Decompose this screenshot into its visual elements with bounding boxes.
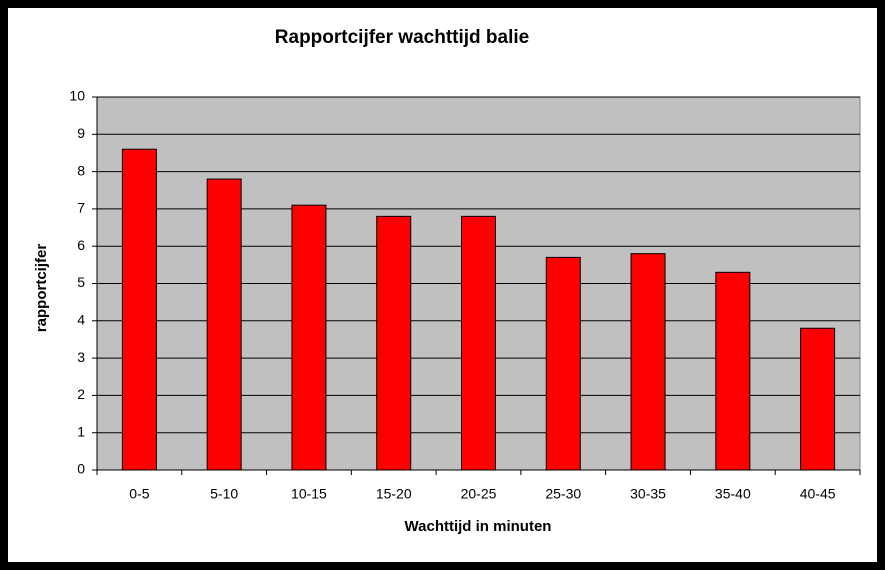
bar — [291, 204, 327, 471]
x-tick-label: 20-25 — [461, 486, 497, 502]
bar — [206, 178, 242, 471]
x-tick-label: 5-10 — [210, 486, 238, 502]
x-tick-label: 0-5 — [129, 486, 149, 502]
bar — [800, 327, 836, 471]
x-tick-label: 10-15 — [291, 486, 327, 502]
y-axis-title: rapportcijfer — [33, 244, 50, 333]
x-tick-label: 30-35 — [630, 486, 666, 502]
bar — [545, 256, 581, 471]
y-tick-label: 3 — [77, 349, 85, 365]
bar — [121, 148, 157, 471]
x-tick-label: 25-30 — [545, 486, 581, 502]
x-tick-label: 40-45 — [800, 486, 836, 502]
y-tick-label: 7 — [77, 200, 85, 216]
y-tick-label: 6 — [77, 237, 85, 253]
y-tick-label: 2 — [77, 386, 85, 402]
y-tick-label: 9 — [77, 125, 85, 141]
bar — [715, 271, 751, 471]
y-tick-label: 5 — [77, 274, 85, 290]
y-tick-label: 4 — [77, 312, 85, 328]
y-tick-label: 1 — [77, 423, 85, 439]
bar — [630, 253, 666, 471]
bar — [376, 215, 412, 471]
y-tick-label: 8 — [77, 162, 85, 178]
x-tick-label: 15-20 — [376, 486, 412, 502]
x-tick-label: 35-40 — [715, 486, 751, 502]
x-axis-title: Wachttijd in minuten — [405, 518, 552, 535]
chart-title: Rapportcijfer wachttijd balie — [275, 27, 529, 48]
bar — [461, 215, 496, 471]
y-tick-label: 10 — [69, 88, 85, 104]
y-tick-label: 0 — [77, 461, 85, 477]
